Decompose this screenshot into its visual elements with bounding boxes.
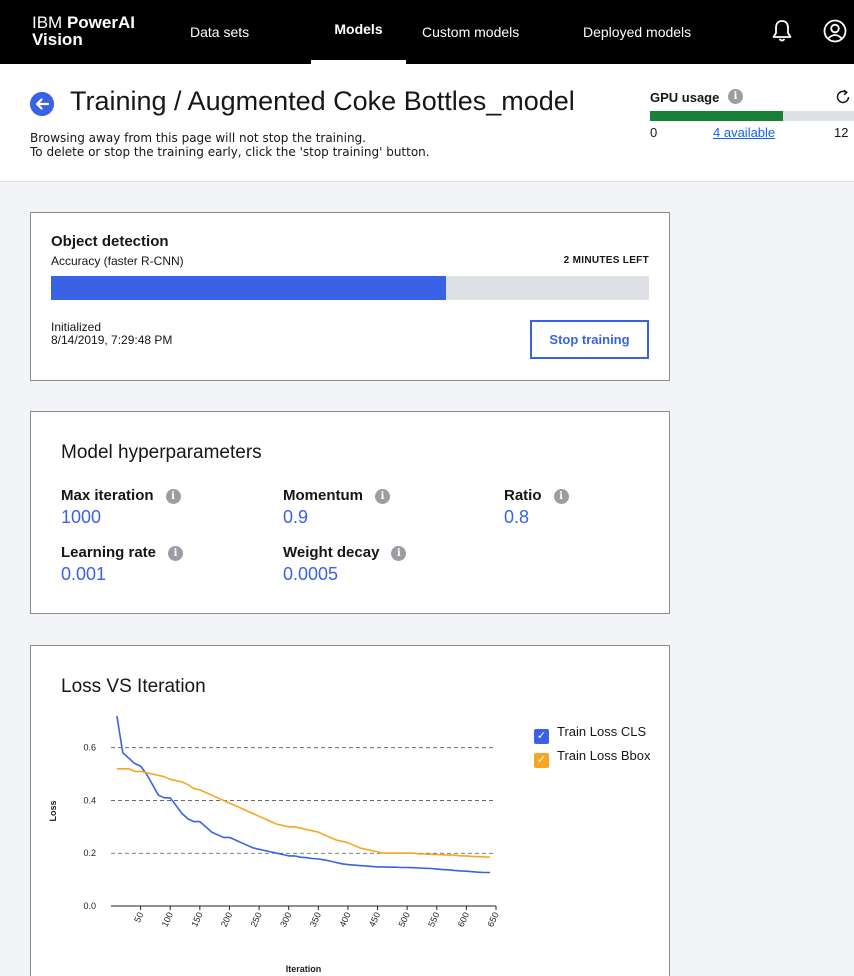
- y-tick-label: 0.0: [83, 901, 96, 911]
- training-progress-card: Object detection Accuracy (faster R-CNN)…: [30, 212, 670, 381]
- x-tick-label: 150: [189, 911, 204, 929]
- back-arrow-icon[interactable]: [30, 92, 54, 116]
- gpu-info-icon[interactable]: i: [728, 89, 743, 104]
- stop-training-button[interactable]: Stop training: [530, 320, 649, 359]
- gpu-usage-fill: [650, 111, 783, 121]
- x-tick-label: 300: [278, 911, 293, 929]
- refresh-icon[interactable]: [834, 88, 852, 106]
- hyperparameters-card: Model hyperparameters Max iteration i 100…: [30, 411, 670, 614]
- gpu-usage-bar: [650, 111, 854, 121]
- legend-item-cls[interactable]: ✓ Train Loss CLS: [534, 724, 646, 744]
- notice-line-2: To delete or stop the training early, cl…: [30, 145, 430, 159]
- hp-ratio: Ratio i 0.8: [504, 487, 569, 528]
- hp-momentum-name: Momentum i: [283, 487, 390, 504]
- gpu-usage-title: GPU usage: [650, 90, 720, 105]
- notification-bell-icon[interactable]: [769, 18, 795, 44]
- hp-ratio-value: 0.8: [504, 507, 530, 527]
- hp-weight-decay-name: Weight decay i: [283, 544, 407, 561]
- x-tick-label: 650: [485, 911, 500, 929]
- training-progress-fill: [51, 276, 446, 300]
- series-line-bbox: [116, 767, 491, 858]
- hp-momentum-label: Momentum: [283, 487, 363, 504]
- info-icon[interactable]: i: [165, 489, 181, 504]
- loss-chart-card: Loss VS Iteration 0.0 0.2 0.4 0.6 50 100 150 20…: [30, 645, 670, 976]
- checkbox-checked-icon[interactable]: ✓: [534, 729, 549, 744]
- gpu-min: 0: [650, 125, 658, 140]
- brand-product: PowerAI: [66, 13, 135, 32]
- x-axis-label: Iteration: [286, 964, 322, 974]
- hp-weight-decay: Weight decay i 0.0005: [283, 544, 407, 585]
- nav-models[interactable]: Models: [311, 0, 406, 64]
- x-tick-label: 350: [308, 911, 323, 929]
- y-tick-label: 0.6: [83, 743, 96, 753]
- hp-weight-decay-value: 0.0005: [283, 564, 339, 584]
- x-tick-label: 600: [456, 911, 471, 929]
- user-profile-icon[interactable]: [822, 18, 848, 44]
- hp-ratio-name: Ratio i: [504, 487, 569, 504]
- info-icon[interactable]: i: [553, 489, 569, 504]
- y-axis-label: Loss: [48, 800, 58, 821]
- training-progress-bar: [51, 276, 649, 300]
- legend-label-bbox: Train Loss Bbox: [557, 748, 651, 763]
- notice-line-1: Browsing away from this page will not st…: [30, 131, 366, 145]
- checkbox-checked-icon[interactable]: ✓: [534, 753, 549, 768]
- hp-max-iteration: Max iteration i 1000: [61, 487, 181, 528]
- training-type-title: Object detection: [51, 233, 169, 250]
- brand-logo[interactable]: IBM PowerAI Vision: [32, 14, 135, 48]
- info-icon[interactable]: i: [375, 489, 390, 504]
- hyperparameters-title: Model hyperparameters: [61, 442, 262, 463]
- hp-learning-rate: Learning rate i 0.001: [61, 544, 184, 585]
- legend-label-cls: Train Loss CLS: [557, 724, 647, 739]
- hp-momentum-value: 0.9: [283, 507, 309, 527]
- top-nav: IBM PowerAI Vision Data sets Models Cust…: [0, 0, 854, 64]
- brand-vision: Vision: [32, 30, 83, 49]
- info-icon[interactable]: i: [391, 546, 407, 561]
- gpu-max: 12: [834, 125, 849, 140]
- initialized-date: 8/14/2019, 7:29:48 PM: [51, 333, 173, 347]
- x-tick-label: 450: [367, 911, 382, 929]
- page-title: Training / Augmented Coke Bottles_model: [70, 86, 575, 116]
- hp-max-iteration-label: Max iteration: [61, 487, 154, 504]
- x-tick-label: 50: [132, 911, 145, 924]
- y-tick-label: 0.2: [83, 848, 96, 858]
- loss-chart: 0.0 0.2 0.4 0.6 50 100 150 200 250 300 350 400 450 50…: [48, 715, 501, 974]
- y-tick-label: 0.4: [83, 795, 96, 805]
- brand-ibm: IBM: [32, 13, 67, 32]
- training-notice: Browsing away from this page will not st…: [30, 131, 430, 159]
- x-tick-label: 200: [219, 911, 234, 929]
- x-tick-label: 400: [337, 911, 352, 929]
- hp-learning-rate-name: Learning rate i: [61, 544, 184, 561]
- training-subtitle: Accuracy (faster R-CNN): [51, 254, 184, 268]
- page-header: Training / Augmented Coke Bottles_model …: [0, 64, 854, 182]
- hp-momentum: Momentum i 0.9: [283, 487, 390, 528]
- hp-max-iteration-name: Max iteration i: [61, 487, 181, 504]
- hp-learning-rate-label: Learning rate: [61, 544, 157, 561]
- nav-data-sets[interactable]: Data sets: [190, 24, 250, 40]
- x-tick-label: 550: [426, 911, 441, 929]
- x-tick-label: 100: [160, 911, 175, 929]
- initialized-label: Initialized: [51, 320, 102, 334]
- hp-weight-decay-label: Weight decay: [283, 544, 380, 561]
- nav-custom-models[interactable]: Custom models: [422, 24, 520, 40]
- chart-title: Loss VS Iteration: [61, 676, 206, 697]
- nav-deployed-models[interactable]: Deployed models: [583, 24, 692, 40]
- hp-max-iteration-value: 1000: [61, 507, 102, 527]
- series-line-cls: [116, 715, 491, 874]
- info-icon[interactable]: i: [168, 546, 184, 561]
- legend-item-bbox[interactable]: ✓ Train Loss Bbox: [534, 748, 650, 768]
- hp-learning-rate-value: 0.001: [61, 564, 107, 584]
- hp-ratio-label: Ratio: [504, 487, 542, 504]
- time-left-label: 2 MINUTES LEFT: [563, 255, 649, 266]
- x-tick-label: 500: [397, 911, 412, 929]
- gpu-available-link[interactable]: 4 available: [713, 125, 776, 140]
- x-tick-label: 250: [248, 911, 263, 929]
